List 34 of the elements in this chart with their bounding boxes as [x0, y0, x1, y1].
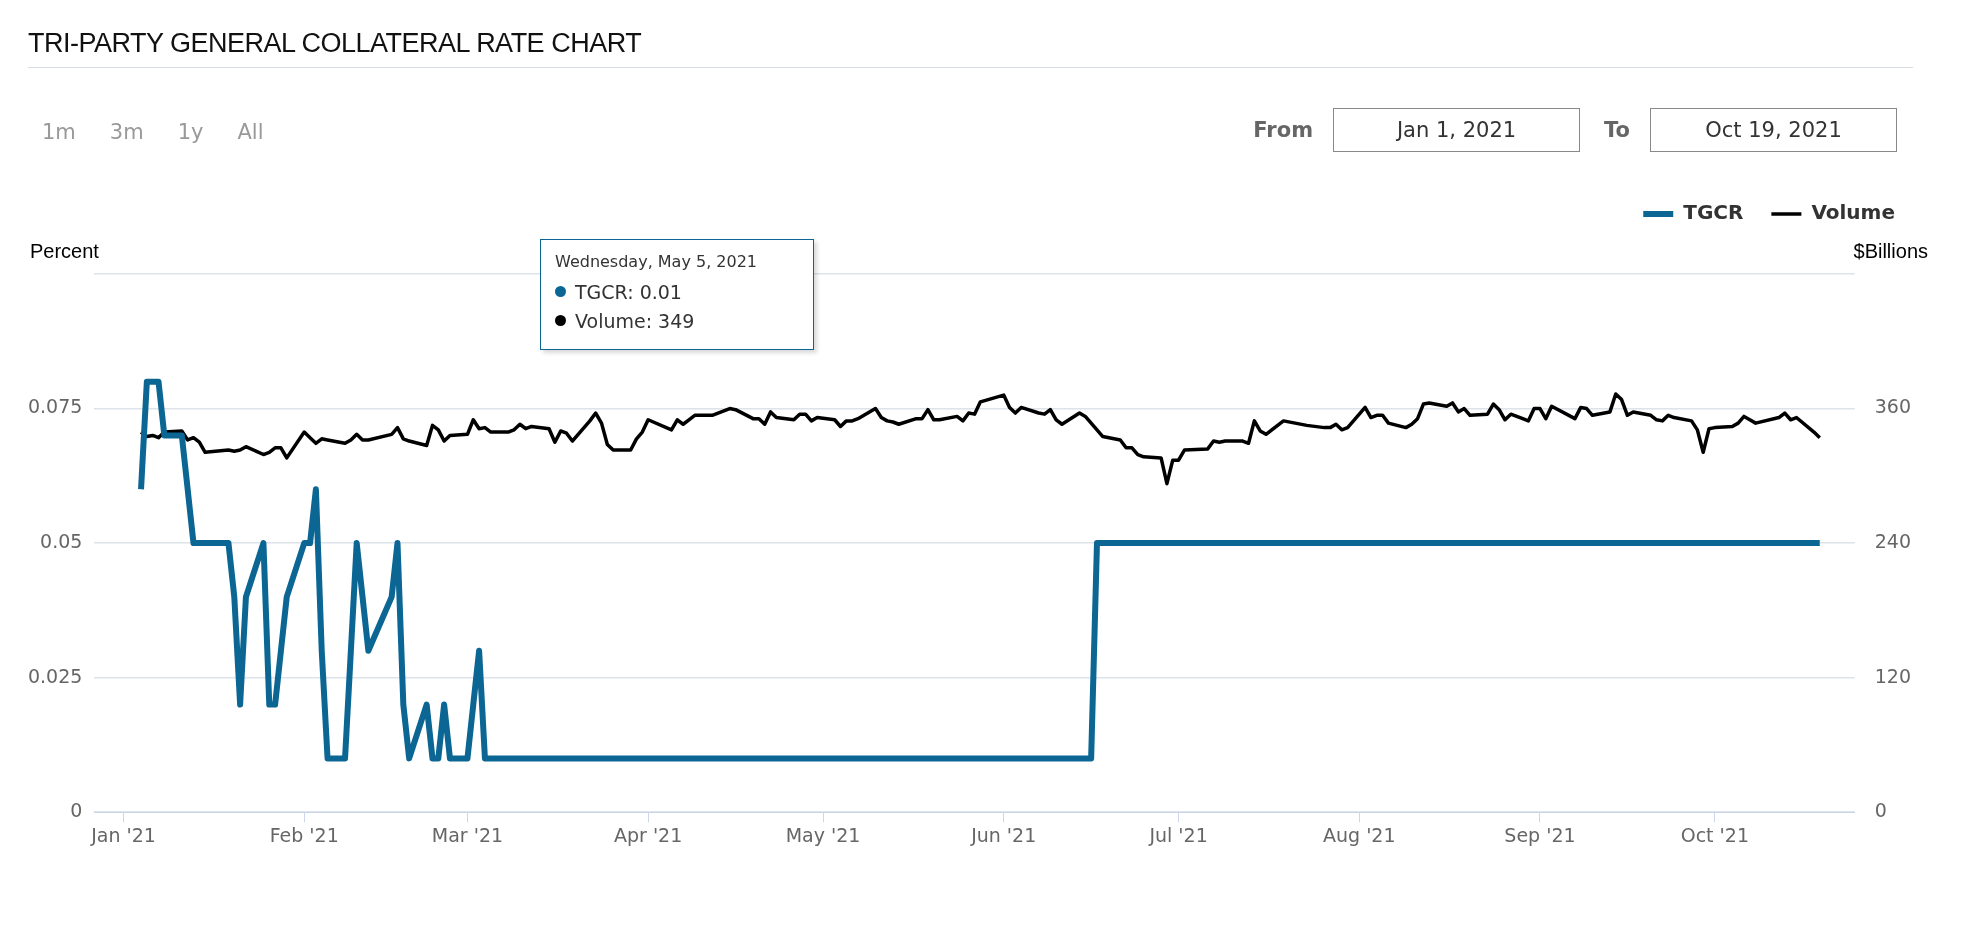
chart-title: TRI-PARTY GENERAL COLLATERAL RATE CHART — [28, 28, 1913, 68]
text: 3m — [109, 120, 144, 144]
x-tick-label: Oct '21 — [1680, 823, 1749, 846]
x-tick-label: Aug '21 — [1323, 823, 1396, 846]
legend-label: Volume — [1811, 200, 1895, 225]
x-tick-label: Jan '21 — [90, 823, 156, 846]
x-tick-label: May '21 — [785, 823, 861, 846]
y-tick-label: 0.05 — [40, 530, 83, 553]
legend-label: TGCR — [1683, 200, 1744, 225]
x-tick-label: Apr '21 — [613, 823, 683, 846]
y2-axis-title: $Billions — [1853, 239, 1928, 262]
date-field: Oct 19, 2021 — [1650, 108, 1897, 152]
text: All — [237, 120, 264, 144]
y2-tick-label: 0 — [1874, 799, 1887, 822]
tooltip-box: Wednesday, May 5, 2021 TGCR: 0.01 Volume: 349 — [540, 239, 814, 350]
x-tick-label: Jun '21 — [970, 823, 1037, 846]
x-tick-label: Mar '21 — [431, 823, 504, 846]
y2-tick-label: 240 — [1874, 530, 1911, 553]
y-tick-label: 0.025 — [27, 664, 83, 687]
y2-tick-label: 360 — [1874, 395, 1911, 418]
text: 1y — [177, 120, 204, 144]
y2-tick-label: 120 — [1874, 664, 1911, 687]
x-tick-label: Jul '21 — [1148, 823, 1208, 846]
text: From — [1253, 118, 1314, 142]
y-axis-title: Percent — [30, 239, 100, 262]
y-tick-label: 0 — [70, 799, 83, 822]
x-tick-label: Feb '21 — [269, 823, 339, 846]
text: To — [1604, 118, 1630, 142]
annotation: TGCR: 0.01 — [575, 280, 682, 303]
x-tick-label: Sep '21 — [1504, 823, 1576, 846]
text: 1m — [42, 120, 76, 144]
annotation: Volume: 349 — [575, 309, 695, 332]
y-tick-label: 0.075 — [27, 395, 83, 418]
date-field: Jan 1, 2021 — [1333, 108, 1581, 152]
